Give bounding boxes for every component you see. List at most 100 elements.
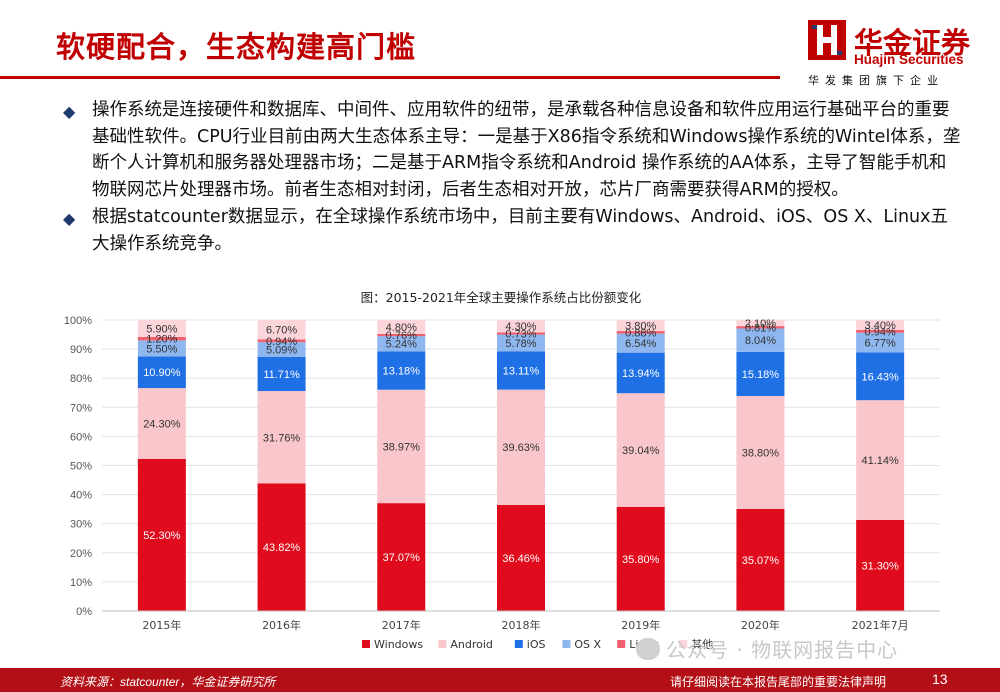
bar-segment-os-x	[377, 336, 426, 352]
data-label: 39.63%	[502, 442, 540, 454]
bar-segment-os-x	[137, 340, 186, 357]
legend-swatch	[362, 640, 370, 648]
data-label: 37.07%	[383, 552, 421, 564]
data-label: 3.80%	[625, 321, 656, 333]
bullet-item: ◆ 操作系统是连接硬件和数据库、中间件、应用软件的纽带，是承载各种信息设备和软件…	[62, 97, 962, 203]
legend-label: Android	[450, 638, 493, 651]
data-label: 5.09%	[266, 345, 297, 357]
bar-segment-windows	[257, 483, 306, 611]
bar-segment-ios	[137, 356, 186, 389]
bar-segment-其他	[856, 320, 905, 330]
bar-segment-os-x	[856, 332, 905, 353]
x-tick-label: 2019年	[621, 618, 660, 632]
data-label: 24.30%	[143, 418, 181, 430]
data-label: 38.80%	[742, 447, 780, 459]
x-tick-label: 2020年	[741, 618, 780, 632]
data-label: 5.78%	[505, 338, 536, 350]
data-label: 0.94%	[266, 336, 297, 348]
page-title: 软硬配合，生态构建高门槛	[56, 30, 417, 64]
data-label: 5.90%	[146, 323, 177, 335]
data-label: 1.20%	[146, 334, 177, 346]
bar-segment-linux	[616, 331, 665, 334]
company-logo: 华金证券 Huajin Securities 华发集团旗下企业	[808, 20, 988, 88]
legend-label: OS X	[574, 638, 601, 651]
bar-segment-其他	[736, 320, 785, 327]
bar-segment-windows	[736, 508, 785, 611]
bar-segment-windows	[616, 506, 665, 611]
diamond-bullet-icon: ◆	[63, 102, 76, 121]
data-label: 2.10%	[745, 318, 776, 330]
watermark: 公众号 · 物联网报告中心	[636, 634, 898, 663]
diamond-bullet-icon: ◆	[63, 209, 76, 228]
bar-segment-windows	[377, 503, 426, 611]
data-label: 13.94%	[622, 368, 660, 380]
bar-segment-android	[616, 393, 665, 507]
footer-bar	[0, 668, 1000, 692]
bar-segment-其他	[377, 319, 426, 334]
huajin-logo-icon	[808, 20, 846, 60]
title-divider	[0, 76, 780, 79]
bullet-list: ◆ 操作系统是连接硬件和数据库、中间件、应用软件的纽带，是承载各种信息设备和软件…	[62, 97, 962, 258]
y-tick-label: 40%	[70, 490, 92, 502]
bar-segment-ios	[736, 351, 785, 397]
bar-segment-其他	[497, 319, 545, 333]
y-tick-label: 0%	[76, 606, 92, 618]
bar-segment-linux	[497, 332, 545, 335]
bar-segment-android	[497, 389, 545, 505]
logo-subtitle: 华发集团旗下企业	[808, 74, 944, 87]
legend-swatch	[438, 640, 447, 648]
bar-segment-其他	[137, 319, 186, 337]
data-label: 41.14%	[861, 455, 899, 467]
x-tick-label: 2018年	[502, 618, 541, 632]
bar-segment-android	[736, 396, 785, 509]
data-label: 52.30%	[143, 530, 181, 542]
x-tick-label: 2016年	[262, 618, 301, 632]
bar-segment-os-x	[616, 333, 665, 353]
data-label: 3.40%	[865, 320, 896, 332]
y-tick-label: 100%	[64, 315, 92, 327]
data-label: 16.43%	[861, 371, 899, 383]
y-tick-label: 90%	[70, 344, 92, 356]
legend-label: iOS	[527, 638, 546, 651]
data-label: 5.50%	[146, 343, 177, 355]
x-tick-label: 2021年7月	[852, 618, 909, 632]
bullet-text: 根据statcounter数据显示，在全球操作系统市场中，目前主要有Window…	[92, 207, 949, 254]
data-label: 36.46%	[502, 553, 540, 565]
data-label: 15.18%	[742, 369, 780, 381]
legend-swatch	[562, 640, 571, 648]
bar-segment-windows	[856, 519, 905, 611]
wechat-icon	[636, 638, 660, 660]
y-tick-label: 80%	[70, 373, 92, 385]
data-label: 0.73%	[505, 329, 536, 341]
y-tick-label: 50%	[70, 461, 92, 473]
bar-segment-其他	[616, 320, 665, 332]
bar-segment-ios	[616, 352, 665, 394]
bar-segment-ios	[257, 356, 306, 392]
x-tick-label: 2017年	[382, 618, 421, 632]
data-label: 43.82%	[263, 542, 301, 554]
data-label: 39.04%	[622, 445, 660, 457]
bar-segment-linux	[377, 333, 426, 337]
footer-disclaimer: 请仔细阅读在本报告尾部的重要法律声明	[670, 675, 887, 689]
data-label: 38.97%	[383, 441, 421, 453]
data-label: 6.54%	[625, 338, 656, 350]
bar-segment-ios	[497, 351, 545, 390]
data-label: 35.80%	[622, 554, 660, 566]
legend-swatch	[617, 640, 626, 648]
bar-segment-windows	[137, 458, 186, 611]
bar-segment-ios	[377, 351, 426, 390]
data-label: 6.77%	[865, 338, 896, 350]
legend-swatch	[679, 640, 688, 648]
bar-segment-os-x	[736, 328, 785, 352]
bar-segment-android	[257, 391, 306, 484]
data-label: 6.70%	[266, 325, 297, 337]
bar-segment-其他	[257, 319, 306, 340]
legend-label: 其他	[691, 638, 713, 651]
logo-english-name: Huajin Securities	[854, 52, 964, 67]
bar-segment-linux	[137, 336, 186, 341]
bar-segment-linux	[856, 329, 905, 333]
stacked-bar-chart: 图：2015-2021年全球主要操作系统占比份额变化 0% 10% 20% 30% 40%…	[64, 290, 940, 651]
data-label: 31.76%	[263, 432, 301, 444]
os-share-chart: 图：2015-2021年全球主要操作系统占比份额变化 0% 10% 20% 30% 40%…	[50, 282, 950, 662]
data-label: 13.18%	[383, 366, 421, 378]
